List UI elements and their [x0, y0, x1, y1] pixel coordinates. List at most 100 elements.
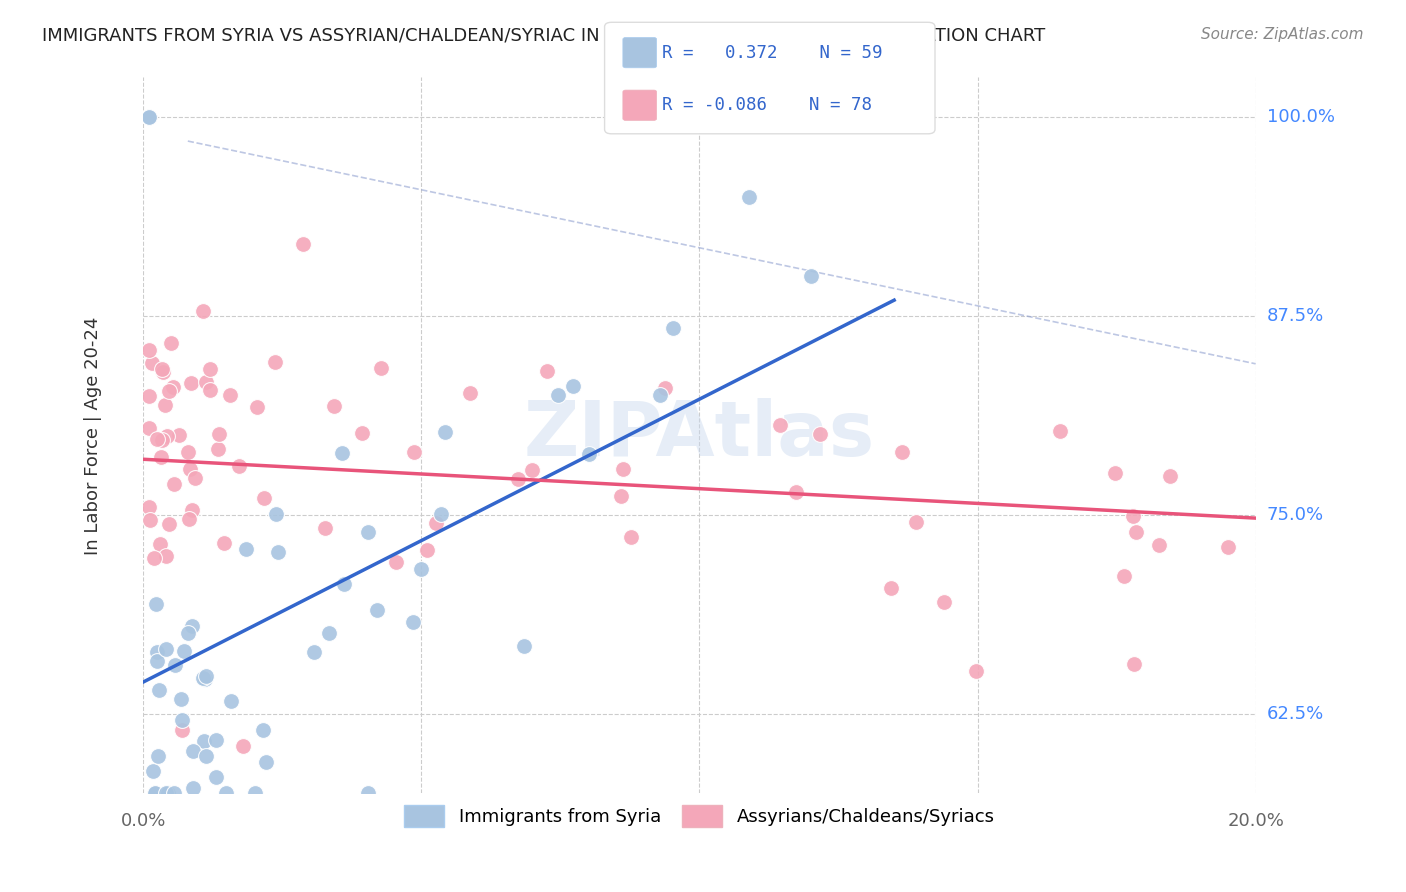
Text: 62.5%: 62.5%: [1267, 705, 1324, 723]
Point: [173, 643, 195, 657]
Point: [207, 442, 229, 457]
Point: [150, 362, 173, 376]
Point: [547, 388, 569, 402]
Point: [264, 354, 287, 368]
Point: [252, 723, 274, 737]
Point: [880, 581, 903, 595]
Text: 75.0%: 75.0%: [1267, 506, 1324, 524]
Point: [352, 426, 374, 441]
Point: [513, 639, 536, 653]
Text: 87.5%: 87.5%: [1267, 307, 1324, 325]
Point: [148, 682, 170, 697]
Point: [143, 786, 166, 800]
Point: [318, 626, 340, 640]
Point: [193, 733, 215, 747]
Point: [891, 445, 914, 459]
Point: [934, 595, 956, 609]
Point: [384, 555, 406, 569]
Point: [253, 491, 276, 505]
Point: [155, 642, 177, 657]
Point: [141, 356, 163, 370]
Point: [1125, 524, 1147, 539]
Point: [155, 786, 177, 800]
Point: [145, 597, 167, 611]
Point: [169, 428, 191, 442]
Point: [1049, 424, 1071, 438]
Point: [1216, 541, 1239, 555]
Point: [146, 432, 169, 446]
Point: [138, 110, 160, 124]
Point: [1122, 657, 1144, 671]
Point: [246, 401, 269, 415]
Point: [430, 507, 453, 521]
Text: 100.0%: 100.0%: [1267, 108, 1334, 126]
Point: [138, 110, 160, 124]
Point: [808, 427, 831, 442]
Point: [180, 619, 202, 633]
Point: [357, 786, 380, 800]
Point: [314, 521, 336, 535]
Point: [1114, 569, 1136, 583]
Point: [612, 462, 634, 476]
Point: [138, 500, 160, 515]
Point: [904, 515, 927, 529]
Point: [181, 743, 204, 757]
Point: [159, 335, 181, 350]
Point: [156, 786, 179, 800]
Point: [800, 268, 823, 283]
Point: [138, 421, 160, 435]
Point: [177, 445, 200, 459]
Point: [404, 445, 426, 459]
Point: [194, 669, 217, 683]
Point: [219, 694, 242, 708]
Point: [561, 378, 583, 392]
Point: [138, 389, 160, 403]
Point: [1159, 469, 1181, 483]
Point: [266, 545, 288, 559]
Point: [138, 110, 160, 124]
Point: [142, 551, 165, 566]
Point: [415, 543, 437, 558]
Point: [183, 780, 205, 795]
Point: [198, 383, 221, 397]
Point: [536, 364, 558, 378]
Point: [769, 417, 792, 432]
Point: [254, 755, 277, 769]
Point: [291, 236, 314, 251]
Point: [785, 485, 807, 500]
Point: [214, 536, 236, 550]
Point: [195, 748, 218, 763]
Point: [180, 376, 202, 390]
Point: [304, 645, 326, 659]
Point: [232, 739, 254, 753]
Point: [204, 771, 226, 785]
Text: 20.0%: 20.0%: [1227, 813, 1284, 830]
Point: [155, 549, 177, 564]
Point: [150, 450, 173, 464]
Point: [152, 365, 174, 379]
Point: [195, 375, 218, 389]
Text: R = -0.086    N = 78: R = -0.086 N = 78: [662, 96, 872, 114]
Point: [153, 398, 176, 412]
Point: [172, 714, 194, 728]
Point: [162, 380, 184, 394]
Point: [264, 507, 287, 521]
Point: [330, 445, 353, 459]
Point: [610, 489, 633, 503]
Point: [366, 603, 388, 617]
Point: [506, 472, 529, 486]
Legend: Immigrants from Syria, Assyrians/Chaldeans/Syriacs: Immigrants from Syria, Assyrians/Chaldea…: [396, 798, 1002, 834]
Point: [356, 525, 378, 540]
Point: [208, 427, 231, 442]
Point: [520, 463, 543, 477]
Point: [177, 625, 200, 640]
Point: [738, 190, 761, 204]
Point: [183, 470, 205, 484]
Point: [179, 512, 201, 526]
Text: R =   0.372    N = 59: R = 0.372 N = 59: [662, 44, 883, 62]
Point: [138, 343, 160, 357]
Text: ZIPAtlas: ZIPAtlas: [524, 399, 875, 473]
Point: [181, 503, 204, 517]
Point: [163, 477, 186, 491]
Point: [148, 748, 170, 763]
